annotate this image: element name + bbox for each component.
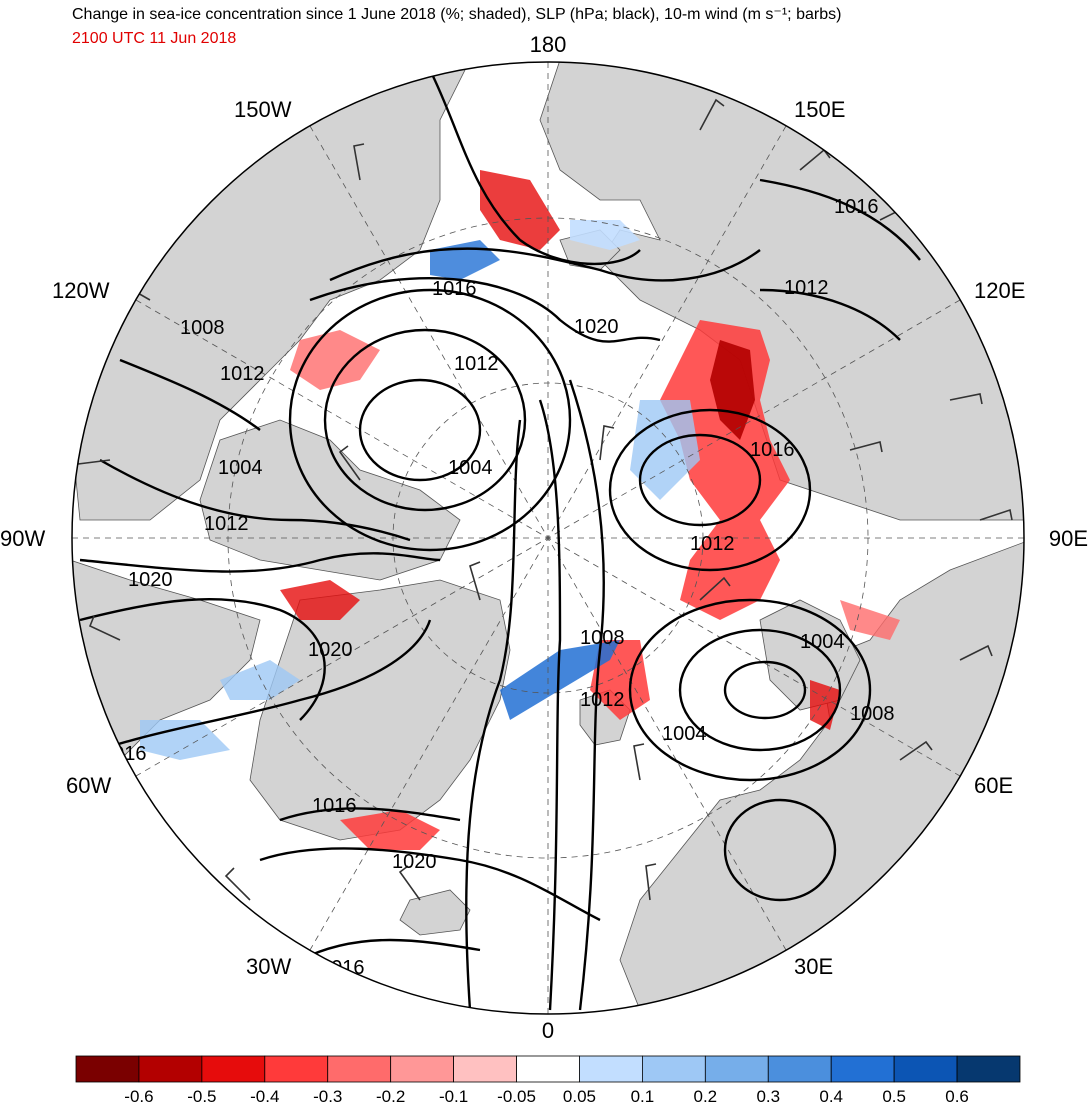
colorbar-tick-label: 0.2 <box>694 1087 718 1106</box>
colorbar-swatch <box>956 1055 1021 1083</box>
slp-label: 1012 <box>784 277 829 299</box>
slp-label: 1016 <box>750 439 795 461</box>
lon-label-150e: 150E <box>794 97 845 122</box>
graticule <box>72 62 1024 1014</box>
colorbar: -0.6 -0.5 -0.4 -0.3 -0.2 -0.1 -0.05 0.05 0.1 0.2 0… <box>75 1055 1021 1106</box>
valid-time-label: 2100 UTC 11 Jun 2018 <box>72 30 237 47</box>
colorbar-swatch <box>830 1055 895 1083</box>
slp-label: 1012 <box>220 363 265 385</box>
slp-label: 1020 <box>308 639 353 661</box>
slp-label: 1020 <box>392 851 437 873</box>
colorbar-tick-label: -0.05 <box>497 1087 536 1106</box>
lon-label-60w: 60W <box>66 773 111 798</box>
slp-label: 1016 <box>312 795 357 817</box>
slp-label: 1008 <box>180 317 225 339</box>
colorbar-swatch <box>516 1055 580 1083</box>
slp-label: 1008 <box>850 703 895 725</box>
colorbar-tick-label: 0.6 <box>945 1087 969 1106</box>
map-border <box>71 61 1025 1015</box>
colorbar-tick-label: 0.05 <box>563 1087 596 1106</box>
lon-label-90w: 90W <box>0 526 45 551</box>
colorbar-swatch <box>327 1055 392 1083</box>
lon-label-150w: 150W <box>234 97 292 122</box>
colorbar-tick-label: 0.3 <box>756 1087 780 1106</box>
colorbar-swatch <box>201 1055 266 1083</box>
slp-label: 1004 <box>662 723 707 745</box>
slp-label: 1012 <box>204 513 249 535</box>
colorbar-swatch <box>767 1055 832 1083</box>
colorbar-tick-label: -0.2 <box>376 1087 405 1106</box>
slp-label: 1004 <box>448 457 493 479</box>
slp-label: 1016 <box>834 196 879 218</box>
colorbar-tick-label: 0.5 <box>882 1087 906 1106</box>
colorbar-tick-label: -0.1 <box>439 1087 468 1106</box>
colorbar-tick-label: -0.6 <box>124 1087 153 1106</box>
colorbar-swatch <box>453 1055 517 1083</box>
longitude-labels: 180 150E 120E 90E 60E 30E 0 30W 60W 90W … <box>0 32 1088 1043</box>
lon-label-90e: 90E <box>1049 526 1088 551</box>
slp-label: 1008 <box>580 627 625 649</box>
colorbar-swatch <box>264 1055 329 1083</box>
lon-label-60e: 60E <box>974 773 1013 798</box>
colorbar-tick-label: -0.4 <box>250 1087 279 1106</box>
slp-contours <box>72 69 921 1011</box>
colorbar-swatch <box>390 1055 454 1083</box>
slp-label: 1016 <box>432 278 477 300</box>
colorbar-tick-label: 0.1 <box>631 1087 655 1106</box>
land-greenland <box>249 579 511 841</box>
lon-label-30w: 30W <box>246 954 291 979</box>
lon-label-30e: 30E <box>794 954 833 979</box>
slp-label: 1004 <box>800 631 845 653</box>
slp-label: 1004 <box>218 457 263 479</box>
slp-label: 1020 <box>128 569 173 591</box>
colorbar-swatch <box>893 1055 958 1083</box>
lon-label-180: 180 <box>530 32 567 57</box>
colorbar-tick-label: -0.5 <box>187 1087 216 1106</box>
ice-change-shading <box>140 170 900 850</box>
colorbar-tick-label: -0.3 <box>313 1087 342 1106</box>
map-content: 1016 1016 1012 1020 1012 1008 1012 1004 … <box>72 62 1024 1014</box>
slp-label: 1012 <box>580 689 625 711</box>
slp-label: 1020 <box>574 316 619 338</box>
lon-label-0: 0 <box>542 1018 554 1043</box>
colorbar-tick-label: 0.4 <box>819 1087 843 1106</box>
colorbar-swatch <box>138 1055 203 1083</box>
lon-label-120e: 120E <box>974 278 1025 303</box>
figure-title: Change in sea-ice concentration since 1 … <box>72 6 842 23</box>
slp-label: 1012 <box>454 353 499 375</box>
colorbar-swatch <box>75 1055 140 1083</box>
colorbar-swatch <box>579 1055 643 1083</box>
land-iceland <box>399 889 471 936</box>
colorbar-swatch <box>704 1055 769 1083</box>
lon-label-120w: 120W <box>52 278 110 303</box>
slp-label: 1012 <box>690 533 735 555</box>
colorbar-swatch <box>642 1055 706 1083</box>
